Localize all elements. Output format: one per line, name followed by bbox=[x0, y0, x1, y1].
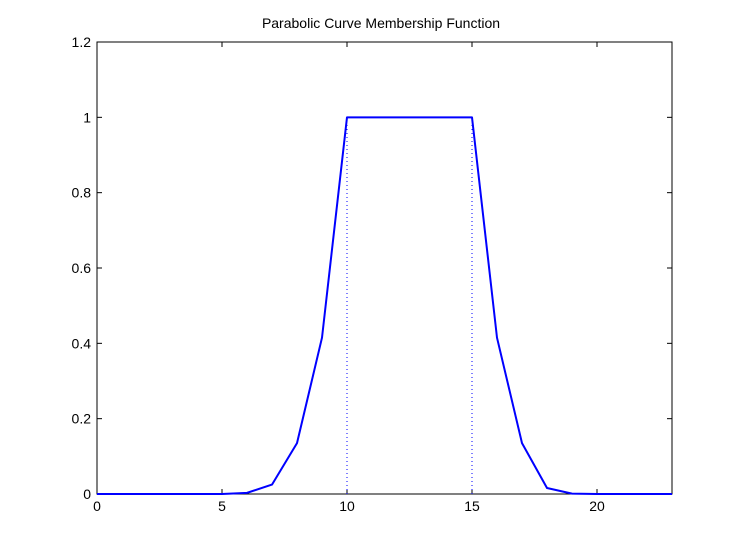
plot-area bbox=[96, 41, 673, 495]
chart-title: Parabolic Curve Membership Function bbox=[262, 15, 500, 31]
x-tick-label: 20 bbox=[589, 498, 605, 514]
series-layer bbox=[97, 116, 672, 495]
y-tick-label: 0.4 bbox=[72, 335, 92, 351]
series-line bbox=[97, 116, 672, 495]
y-tick-label: 0.8 bbox=[72, 185, 92, 201]
y-tick-label: 0 bbox=[83, 486, 91, 502]
x-tick-label: 15 bbox=[464, 498, 480, 514]
y-tick-label: 1.2 bbox=[72, 34, 92, 50]
y-tick-label: 0.6 bbox=[72, 260, 92, 276]
ticks-layer: 0 5 10 15 20 0 0.2 0.4 0.6 0.8 1 1.2 bbox=[72, 34, 672, 514]
reference-lines bbox=[346, 117, 473, 494]
x-tick-label: 10 bbox=[339, 498, 355, 514]
y-tick-label: 0.2 bbox=[72, 411, 92, 427]
y-tick-label: 1 bbox=[83, 109, 91, 125]
x-tick-label: 5 bbox=[218, 498, 226, 514]
x-tick-label: 0 bbox=[93, 498, 101, 514]
